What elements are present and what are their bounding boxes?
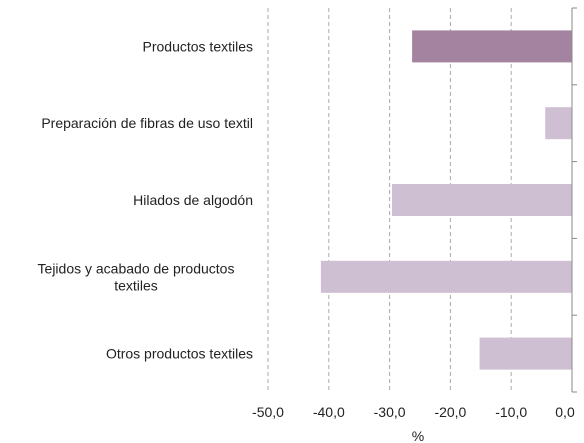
category-label: Hilados de algodón	[133, 192, 253, 208]
bar	[412, 30, 572, 63]
category-label: Otros productos textiles	[106, 346, 253, 362]
category-label: Preparación de fibras de uso textil	[41, 115, 253, 131]
x-tick-label: -50,0	[252, 404, 284, 420]
x-tick-label: -10,0	[495, 404, 527, 420]
category-label: Productos textiles	[143, 38, 254, 54]
category-label: textiles	[114, 277, 158, 293]
bar	[545, 107, 572, 140]
x-tick-label: 0,0	[555, 404, 575, 420]
x-tick-label: -40,0	[313, 404, 345, 420]
x-tick-label: -30,0	[374, 404, 406, 420]
bar	[392, 184, 572, 216]
bars	[320, 30, 572, 370]
x-tick-labels: -50,0 -40,0 -30,0 -20,0 -10,0 0,0	[252, 404, 575, 420]
category-labels: Productos textiles Preparación de fibras …	[38, 38, 253, 361]
x-axis-title: %	[412, 428, 424, 443]
bar	[320, 260, 572, 293]
bar	[479, 337, 572, 370]
x-tick-label: -20,0	[434, 404, 466, 420]
category-label: Tejidos y acabado de productos	[38, 260, 235, 276]
y-axis	[571, 7, 577, 393]
